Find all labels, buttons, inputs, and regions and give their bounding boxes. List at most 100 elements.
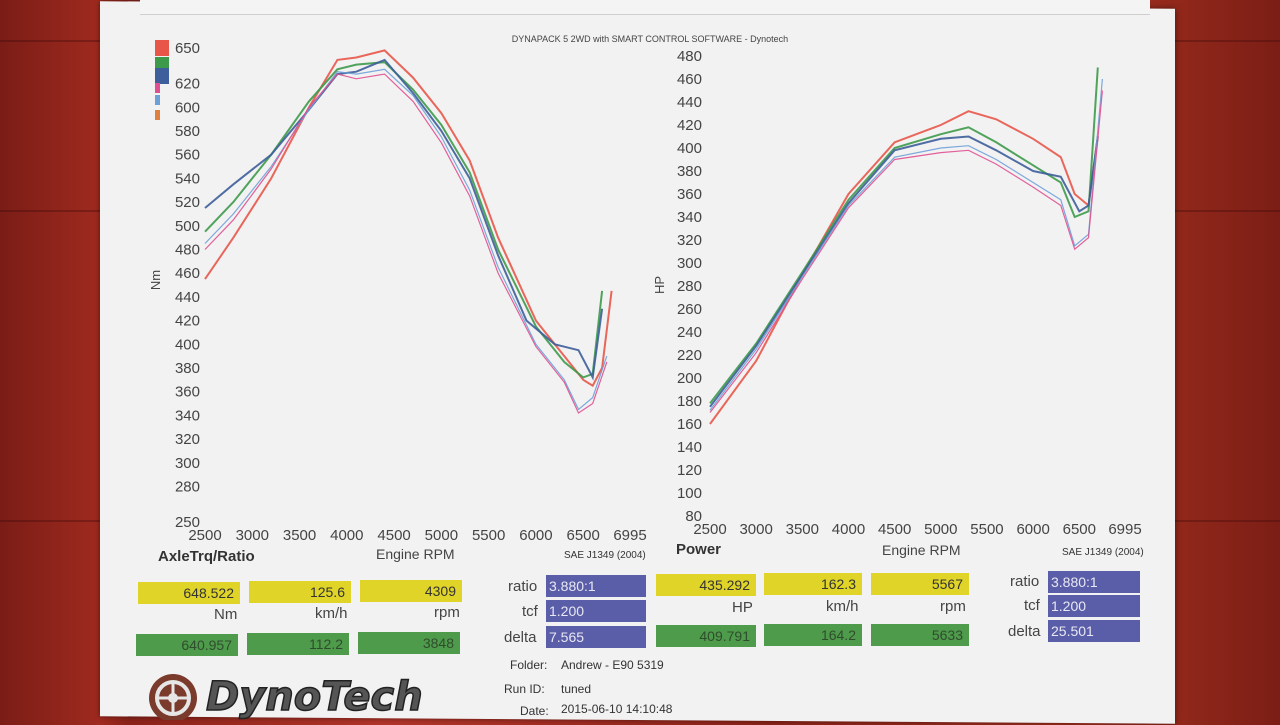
logo-text: DynoTech — [206, 674, 423, 720]
torque-y-axis-label: Nm — [148, 270, 163, 290]
power-y-tick-label: 180 — [677, 393, 702, 410]
power-y-tick-label: 280 — [677, 278, 702, 295]
power-x-tick-label: 5500 — [970, 521, 1003, 538]
power-x-tick-label: 6995 — [1108, 521, 1141, 538]
torque-x-tick-label: 5000 — [425, 527, 458, 544]
torque-x-tick-label: 4000 — [330, 527, 363, 544]
power-y-tick-label: 400 — [677, 140, 702, 157]
torque-unit-kmh: km/h — [315, 605, 348, 622]
torque-series-line-2 — [204, 61, 604, 379]
power-y-tick-label: 340 — [677, 209, 702, 226]
run-id-label: Run ID: — [504, 682, 545, 696]
legend-swatch — [155, 83, 160, 93]
torque-y-tick-label: 520 — [175, 194, 200, 211]
torque-y-tick-label: 500 — [175, 218, 200, 235]
delta-value-left: 7.565 — [546, 626, 646, 648]
power-x-tick-label: 6500 — [1063, 521, 1096, 538]
date-label: Date: — [520, 704, 549, 718]
ratio-label-right: ratio — [1010, 573, 1040, 590]
power-series-line-5 — [709, 90, 1103, 413]
delta-label-right: delta — [1008, 623, 1041, 640]
power-y-tick-label: 360 — [677, 186, 702, 203]
torque-x-tick-label: 3500 — [283, 527, 316, 544]
legend-swatch — [155, 95, 160, 105]
power-y-tick-label: 440 — [677, 94, 702, 111]
legend-swatch — [155, 68, 169, 84]
torque-unit-rpm: rpm — [434, 604, 460, 621]
torque-y-tick-label: 600 — [175, 99, 200, 116]
power-compare-rpm: 5633 — [871, 624, 969, 646]
power-y-tick-label: 320 — [677, 232, 702, 249]
torque-y-tick-label: 300 — [175, 455, 200, 472]
power-y-tick-label: 380 — [677, 163, 702, 180]
torque-y-tick-label: 420 — [175, 313, 200, 330]
torque-rpm-value: 4309 — [360, 580, 462, 602]
power-x-tick-label: 4500 — [878, 521, 911, 538]
power-series-line-3 — [709, 135, 1099, 408]
tcf-label-left: tcf — [522, 603, 538, 620]
tcf-value-right: 1.200 — [1048, 595, 1140, 617]
torque-x-tick-label: 6995 — [613, 527, 646, 544]
date-value: 2015-06-10 14:10:48 — [561, 702, 673, 716]
torque-y-tick-label: 340 — [175, 407, 200, 424]
power-x-tick-label: 4000 — [832, 521, 865, 538]
legend-swatch — [155, 40, 169, 56]
torque-y-tick-label: 460 — [175, 265, 200, 282]
power-y-tick-label: 100 — [677, 485, 702, 502]
torque-y-tick-label: 380 — [175, 360, 200, 377]
delta-label-left: delta — [504, 629, 537, 646]
power-x-tick-label: 3000 — [739, 521, 772, 538]
torque-compare-speed: 112.2 — [247, 633, 349, 655]
power-y-tick-label: 120 — [677, 462, 702, 479]
torque-y-tick-label: 580 — [175, 123, 200, 140]
power-x-tick-label: 5000 — [924, 521, 957, 538]
folder-label: Folder: — [510, 658, 548, 672]
power-y-tick-label: 300 — [677, 255, 702, 272]
folder-value: Andrew - E90 5319 — [561, 658, 664, 672]
power-y-tick-label: 420 — [677, 117, 702, 134]
torque-y-tick-label: 480 — [175, 241, 200, 258]
power-y-tick-label: 200 — [677, 370, 702, 387]
power-rpm-value: 5567 — [871, 573, 969, 595]
torque-x-tick-label: 4500 — [377, 527, 410, 544]
power-panel-title: Power — [676, 541, 722, 558]
torque-speed-value: 125.6 — [249, 581, 351, 603]
power-y-tick-label: 480 — [677, 48, 702, 65]
ratio-value-left: 3.880:1 — [546, 575, 646, 597]
torque-x-tick-label: 3000 — [236, 527, 269, 544]
power-compare-value: 409.791 — [656, 625, 756, 647]
delta-value-right: 25.501 — [1048, 620, 1140, 642]
power-unit-hp: HP — [732, 599, 753, 616]
power-speed-value: 162.3 — [764, 573, 862, 595]
top-paper-strip — [140, 0, 1150, 15]
power-y-axis-label: HP — [652, 276, 667, 294]
power-x-tick-label: 2500 — [693, 521, 726, 538]
power-standard: SAE J1349 (2004) — [1062, 547, 1144, 558]
power-compare-speed: 164.2 — [764, 624, 862, 646]
power-x-tick-label: 6000 — [1016, 521, 1049, 538]
torque-series-line-5 — [204, 73, 608, 414]
torque-panel-title: AxleTrq/Ratio — [158, 548, 255, 565]
dynotech-logo-graphic: DynoTech — [149, 673, 423, 722]
torque-y-tick-label: 250 — [175, 514, 200, 531]
power-peak-value: 435.292 — [656, 574, 756, 596]
power-y-tick-label: 140 — [677, 439, 702, 456]
power-y-tick-label: 80 — [685, 508, 702, 525]
power-unit-kmh: km/h — [826, 598, 859, 615]
torque-series-line-4 — [204, 68, 608, 411]
torque-y-tick-label: 540 — [175, 170, 200, 187]
torque-x-tick-label: 6500 — [567, 527, 600, 544]
torque-series-line-1 — [204, 49, 613, 388]
torque-y-tick-label: 620 — [175, 76, 200, 93]
torque-x-tick-label: 6000 — [519, 527, 552, 544]
tcf-label-right: tcf — [1024, 597, 1040, 614]
torque-compare-rpm: 3848 — [358, 632, 460, 654]
ratio-label-left: ratio — [508, 578, 538, 595]
torque-x-tick-label: 2500 — [188, 527, 221, 544]
run-id-value: tuned — [561, 682, 592, 696]
power-xlabel: Engine RPM — [882, 542, 961, 558]
torque-y-tick-label: 360 — [175, 384, 200, 401]
torque-standard: SAE J1349 (2004) — [564, 550, 646, 561]
torque-xlabel: Engine RPM — [376, 546, 455, 562]
sheet-header: DYNAPACK 5 2WD with SMART CONTROL SOFTWA… — [511, 34, 789, 44]
